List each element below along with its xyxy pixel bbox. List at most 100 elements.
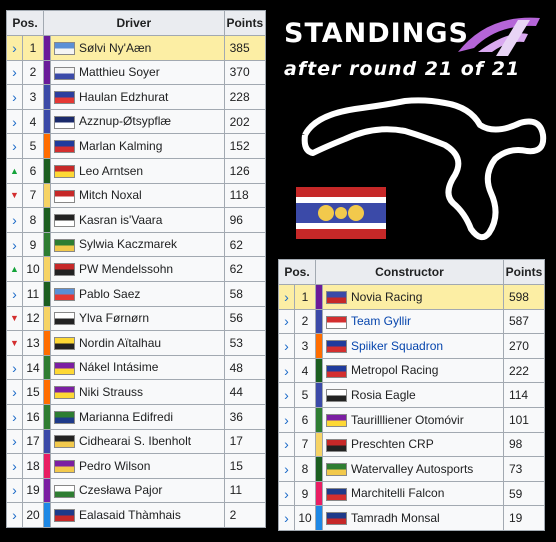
- driver-cell: Ylva Førnørn: [50, 305, 225, 332]
- chevron-right-icon: ›: [6, 280, 23, 307]
- constructor-name[interactable]: Spiiker Squadron: [351, 338, 444, 353]
- points-cell: 53: [223, 330, 267, 356]
- team-color-bar: [315, 333, 323, 359]
- constructor-cell[interactable]: Spiiker Squadron: [322, 333, 504, 359]
- position-cell: 5: [22, 133, 44, 159]
- driver-name: Pablo Saez: [79, 286, 141, 301]
- constructor-cell[interactable]: Team Gyllir: [322, 308, 504, 335]
- constructor-cell: Marchitelli Falcon: [322, 480, 504, 507]
- chevron-right-icon: ›: [6, 477, 23, 504]
- constructor-row: › 1 Novia Racing 598: [278, 284, 546, 310]
- driver-cell: Pedro Wilson: [50, 453, 225, 479]
- driver-cell: Nákel Intásime: [50, 354, 225, 381]
- team-color-bar: [43, 35, 51, 61]
- chevron-right-icon: ›: [6, 428, 23, 455]
- position-cell: 6: [22, 157, 44, 184]
- driver-row: › 9 Sylwia Kaczmarek 62: [6, 231, 267, 258]
- nation-flag-icon: [54, 337, 75, 351]
- constructor-row: › 3 Spiiker Squadron 270: [278, 333, 546, 359]
- nation-flag-icon: [54, 263, 75, 277]
- position-cell: 2: [22, 59, 44, 86]
- position-cell: 3: [22, 84, 44, 110]
- constructor-cell: Taurillliener Otomóvir: [322, 406, 504, 433]
- points-cell: 222: [502, 357, 546, 384]
- constructor-row: › 5 Rosia Eagle 114: [278, 382, 546, 408]
- position-cell: 3: [294, 333, 316, 359]
- constructors-header-row: Pos. Constructor Points: [278, 259, 546, 285]
- chevron-right-icon: ›: [278, 456, 295, 482]
- driver-row: ▲ 10 PW Mendelssohn 62: [6, 256, 267, 282]
- nation-flag-icon: [54, 312, 75, 326]
- team-color-bar: [43, 157, 51, 184]
- team-color-bar: [43, 133, 51, 159]
- position-cell: 11: [22, 280, 44, 307]
- driver-name: Mitch Noxal: [79, 188, 142, 203]
- constructor-name: Preschten CRP: [351, 437, 434, 452]
- points-cell: 118: [223, 182, 267, 209]
- driver-name: Sølvi Ny'Aæn: [79, 40, 152, 55]
- nation-flag-icon: [326, 512, 347, 526]
- position-cell: 1: [22, 35, 44, 61]
- points-cell: 44: [223, 379, 267, 405]
- nation-flag-icon: [54, 484, 75, 498]
- arrow-up-icon: ▲: [6, 256, 23, 282]
- arrow-down-icon: ▼: [6, 182, 23, 209]
- position-cell: 14: [22, 354, 44, 381]
- constructor-name: Rosia Eagle: [351, 388, 416, 402]
- chevron-right-icon: ›: [278, 382, 295, 408]
- driver-cell: Cidhearai S. Ibenholt: [50, 428, 225, 455]
- chevron-right-icon: ›: [6, 108, 23, 135]
- points-cell: 2: [223, 502, 267, 528]
- driver-name: Czesława Pajor: [79, 483, 163, 498]
- constructor-row: › 2 Team Gyllir 587: [278, 308, 546, 335]
- driver-cell: Leo Arntsen: [50, 157, 225, 184]
- constructor-cell: Watervalley Autosports: [322, 456, 504, 482]
- constructor-name: Tamradh Monsal: [351, 510, 440, 525]
- driver-name: Leo Arntsen: [79, 163, 144, 178]
- constructor-cell: Rosia Eagle: [322, 382, 504, 408]
- chevron-right-icon: ›: [278, 357, 295, 384]
- constructor-row: › 7 Preschten CRP 98: [278, 431, 546, 458]
- driver-name: Ylva Førnørn: [79, 311, 150, 326]
- driver-row: › 2 Matthieu Soyer 370: [6, 59, 267, 86]
- chevron-right-icon: ›: [6, 403, 23, 430]
- position-cell: 17: [22, 428, 44, 455]
- team-color-bar: [43, 84, 51, 110]
- position-cell: 6: [294, 406, 316, 433]
- nation-flag-icon: [326, 315, 347, 329]
- points-cell: 114: [502, 382, 546, 408]
- driver-row: › 17 Cidhearai S. Ibenholt 17: [6, 428, 267, 455]
- driver-cell: Marlan Kalming: [50, 133, 225, 159]
- team-color-bar: [315, 456, 323, 482]
- chevron-right-icon: ›: [278, 308, 295, 335]
- points-cell: 62: [223, 256, 267, 282]
- champion-flag: [296, 187, 386, 239]
- team-color-bar: [315, 382, 323, 408]
- driver-row: › 4 Azznup-Øtsypflæ 202: [6, 108, 267, 135]
- driver-name: Matthieu Soyer: [79, 65, 160, 80]
- points-cell: 19: [502, 505, 546, 531]
- points-cell: 73: [502, 456, 546, 482]
- driver-row: ▲ 6 Leo Arntsen 126: [6, 157, 267, 184]
- points-cell: 598: [502, 284, 546, 310]
- position-cell: 4: [22, 108, 44, 135]
- driver-cell: Pablo Saez: [50, 280, 225, 307]
- drivers-points-header: Points: [223, 10, 267, 36]
- driver-name: Nákel Intásime: [79, 360, 159, 375]
- driver-row: › 14 Nákel Intásime 48: [6, 354, 267, 381]
- chevron-right-icon: ›: [6, 207, 23, 233]
- driver-row: ▼ 12 Ylva Førnørn 56: [6, 305, 267, 332]
- driver-cell: Marianna Edifredi: [50, 403, 225, 430]
- drivers-driver-header: Driver: [43, 10, 225, 36]
- nation-flag-icon: [326, 413, 347, 427]
- driver-cell: Matthieu Soyer: [50, 59, 225, 86]
- driver-name: Marianna Edifredi: [79, 409, 174, 424]
- points-cell: 587: [502, 308, 546, 335]
- chevron-right-icon: ›: [6, 133, 23, 159]
- driver-name: Sylwia Kaczmarek: [79, 237, 178, 252]
- team-color-bar: [43, 502, 51, 528]
- constructor-cell: Metropol Racing: [322, 357, 504, 384]
- position-cell: 15: [22, 379, 44, 405]
- constructor-name[interactable]: Team Gyllir: [351, 314, 412, 329]
- team-color-bar: [315, 431, 323, 458]
